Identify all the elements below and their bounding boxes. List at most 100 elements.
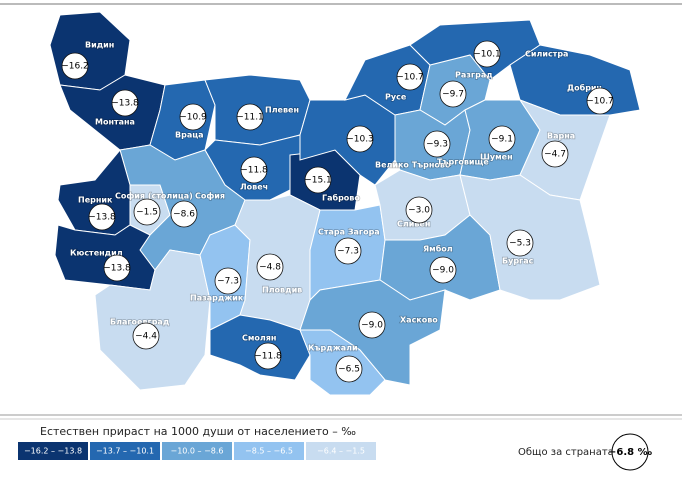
value-badge	[111, 89, 139, 117]
value-badge	[103, 254, 131, 282]
value-label: −11.1	[236, 113, 264, 123]
legend-swatch	[162, 442, 232, 460]
value-badge	[170, 200, 198, 228]
value-badge	[423, 130, 451, 158]
region	[94, 249, 211, 391]
region-name: Благоевград	[110, 318, 170, 327]
value-badge	[488, 125, 516, 153]
region-name: София (столица)	[115, 192, 193, 201]
region-name: Пазарджик	[190, 294, 244, 303]
value-badge	[541, 140, 569, 168]
region-name: Русе	[385, 93, 407, 102]
value-badge	[439, 80, 467, 108]
legend-swatch	[234, 442, 304, 460]
region-name: Враца	[175, 131, 204, 140]
region-name: Търговище	[437, 158, 489, 167]
region-name: Видин	[85, 41, 114, 50]
value-label: −9.0	[361, 321, 383, 331]
region-labels: Видин−16.2Монтана−13.8Враца−10.9Плевен−1…	[61, 40, 614, 383]
value-label: −8.6	[173, 210, 195, 220]
value-badge	[304, 166, 332, 194]
value-badge	[61, 52, 89, 80]
region-name: Добрич	[567, 83, 602, 93]
value-label: −9.1	[491, 135, 513, 145]
total-label: Общо за страната	[518, 447, 614, 458]
value-label: −9.7	[442, 90, 464, 100]
region-name: Силистра	[525, 50, 568, 59]
value-label: −9.0	[432, 266, 454, 276]
value-badge	[346, 125, 374, 153]
value-badge	[236, 103, 264, 131]
value-badge	[429, 256, 457, 284]
value-badge	[256, 253, 284, 281]
legend-label: −13.7 – −10.1	[96, 447, 154, 456]
region-name: Габрово	[322, 193, 360, 203]
value-label: −10.1	[473, 50, 501, 60]
value-label: −13.8	[88, 213, 116, 223]
value-label: −10.9	[179, 113, 207, 123]
region-name: София	[195, 192, 225, 201]
region-name: Сливен	[397, 220, 430, 229]
value-label: −7.3	[217, 277, 239, 287]
value-label: −15.1	[304, 176, 332, 186]
region-name: Кюстендил	[70, 249, 123, 258]
value-badge	[586, 87, 614, 115]
legend-label: −6.4 – −1.5	[317, 447, 365, 456]
region	[49, 11, 131, 91]
value-badge	[506, 229, 534, 257]
value-label: −16.2	[61, 62, 89, 72]
region-name: Бургас	[502, 257, 534, 266]
region-name: Плевен	[265, 106, 299, 115]
total-value: −6.8 ‰	[608, 447, 653, 458]
value-label: −13.8	[103, 264, 131, 274]
region	[54, 224, 156, 291]
value-label: −10.3	[346, 135, 374, 145]
value-label: −6.5	[338, 365, 360, 375]
legend: −16.2 – −13.8 −13.7 – −10.1 −10.0 – −8.6 −8…	[18, 442, 376, 460]
value-label: −7.3	[337, 247, 359, 257]
value-badge	[214, 267, 242, 295]
region-name: Пловдив	[262, 286, 302, 295]
region-name: Хасково	[400, 316, 438, 325]
legend-swatch	[90, 442, 160, 460]
value-badge	[335, 355, 363, 383]
region-name: Варна	[547, 132, 575, 141]
legend-swatch	[306, 442, 376, 460]
region-name: Ловеч	[240, 183, 268, 192]
value-label: −4.4	[135, 332, 157, 342]
legend-swatch	[18, 442, 88, 460]
value-badge	[405, 196, 433, 224]
value-label: −13.8	[111, 99, 139, 109]
value-badge	[132, 322, 160, 350]
value-badge	[133, 198, 161, 226]
value-badge	[88, 203, 116, 231]
value-label: −11.8	[240, 166, 268, 176]
legend-title: Естествен прираст на 1000 души от населе…	[40, 425, 356, 438]
value-label: −4.7	[544, 150, 566, 160]
value-label: −1.5	[136, 208, 158, 218]
value-badge	[179, 103, 207, 131]
value-label: −10.7	[586, 97, 614, 107]
region-name: Разград	[455, 71, 493, 80]
region-name: Стара Загора	[318, 228, 380, 237]
region-name: Смолян	[242, 334, 276, 343]
value-label: −3.0	[408, 206, 430, 216]
value-badge	[358, 311, 386, 339]
legend-label: −16.2 – −13.8	[24, 447, 82, 456]
value-badge	[240, 156, 268, 184]
region-name: Кърджали	[308, 344, 358, 353]
value-badge	[473, 40, 501, 68]
value-badge	[396, 63, 424, 91]
legend-label: −8.5 – −6.5	[245, 447, 293, 456]
value-label: −9.3	[426, 140, 448, 150]
value-label: −10.7	[396, 73, 424, 83]
region-name: Шумен	[480, 153, 513, 162]
value-label: −5.3	[509, 239, 531, 249]
region-name: Ямбол	[423, 244, 453, 254]
region-name: Монтана	[95, 118, 135, 127]
region-name: Велико Търново	[375, 161, 451, 170]
value-badge	[334, 237, 362, 265]
value-badge	[254, 342, 282, 370]
region-name: Перник	[78, 196, 113, 205]
